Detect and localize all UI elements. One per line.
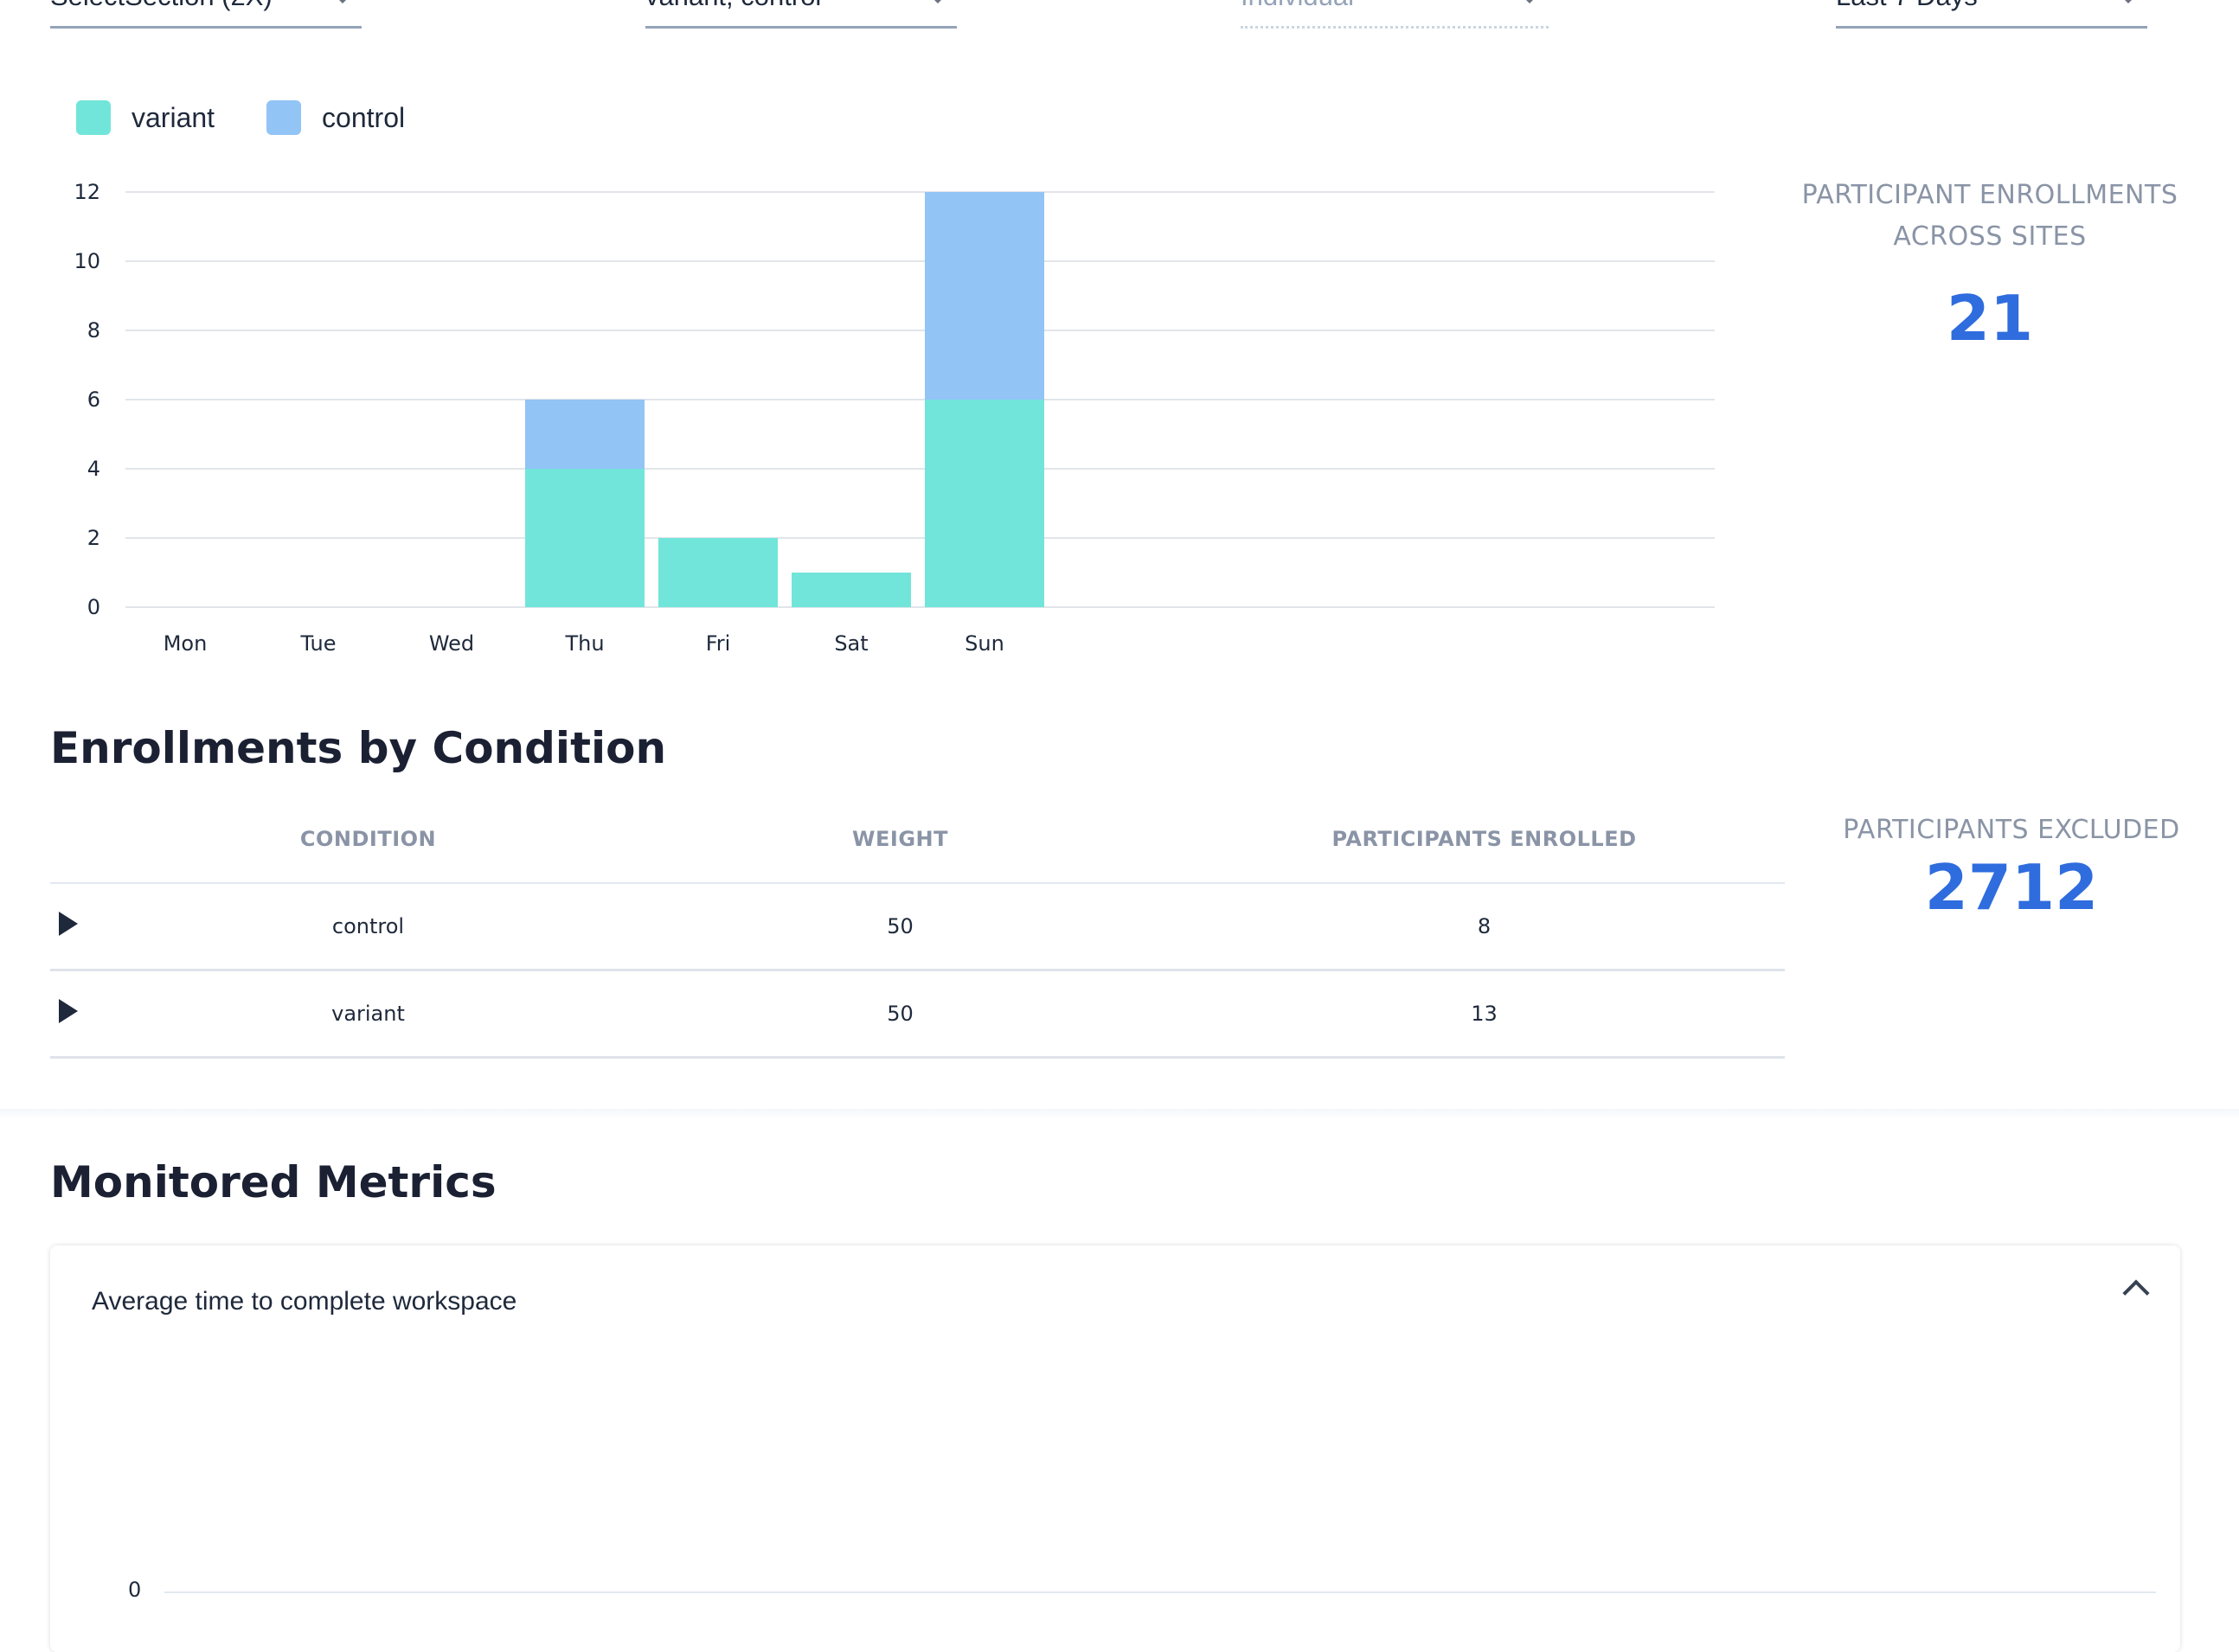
condition-cell: control (119, 883, 617, 971)
participant-enrollments-label-line1: PARTICIPANT ENROLLMENTS (1801, 180, 2178, 210)
x-tick-label: Fri (706, 631, 731, 656)
condition-select-value: variant, control (645, 0, 821, 12)
participant-enrollments-label-line2: ACROSS SITES (1893, 221, 2087, 252)
weight-cell: 50 (617, 970, 1184, 1059)
x-tick-label: Mon (164, 631, 208, 656)
expand-column-header (50, 796, 119, 884)
conditions-table: CONDITION WEIGHT PARTICIPANTS ENROLLED c… (50, 796, 1785, 1059)
section-divider (0, 1109, 2239, 1119)
enrollments-bar-chart: 0 2 4 6 8 10 12 Mon Tue Wed Thu Fri Sat Sun (74, 180, 1715, 656)
y-tick-label: 8 (87, 318, 100, 343)
bar-variant (792, 573, 911, 607)
condition-cell: variant (119, 970, 617, 1059)
metric-axis-line (164, 1591, 2156, 1593)
enrollments-by-condition-title: Enrollments by Condition (50, 723, 667, 773)
metric-y-tick: 0 (128, 1578, 142, 1602)
y-tick-label: 4 (87, 457, 100, 481)
legend-swatch-control (266, 100, 302, 135)
date-range-select-value: Last 7 Days (1836, 0, 1978, 12)
participant-enrollments-label: PARTICIPANT ENROLLMENTS ACROSS SITES (1765, 175, 2215, 258)
expand-triangle-icon (59, 912, 78, 936)
participants-excluded-value: 2712 (1924, 851, 2099, 924)
monitored-metrics-title: Monitored Metrics (50, 1157, 497, 1207)
chart-legend: variant control (76, 100, 457, 135)
y-tick-label: 2 (87, 526, 100, 550)
legend-item-control[interactable]: control (266, 100, 405, 135)
segment-select[interactable]: SelectSection (2X) (50, 0, 362, 29)
x-tick-label: Wed (429, 631, 474, 656)
y-tick-label: 0 (87, 595, 100, 619)
bar-variant (925, 400, 1044, 607)
condition-column-header: CONDITION (119, 796, 617, 884)
condition-select[interactable]: variant, control (645, 0, 957, 29)
enrolled-cell: 8 (1184, 883, 1785, 971)
unit-select-value: Individual (1241, 0, 1354, 12)
metric-card-title: Average time to complete workspace (92, 1287, 517, 1316)
expand-triangle-icon (59, 999, 78, 1023)
chevron-down-icon (1523, 0, 1537, 3)
table-row: variant 50 13 (50, 970, 1785, 1059)
x-tick-label: Sun (965, 631, 1004, 656)
x-tick-label: Tue (300, 631, 337, 656)
x-tick-label: Thu (564, 631, 604, 656)
weight-cell: 50 (617, 883, 1184, 971)
bar-variant (525, 469, 645, 607)
legend-item-variant[interactable]: variant (76, 100, 215, 135)
chevron-up-icon[interactable] (2122, 1279, 2150, 1307)
y-tick-label: 12 (74, 180, 100, 204)
expand-row-button[interactable] (50, 883, 119, 971)
enrolled-cell: 13 (1184, 970, 1785, 1059)
date-range-select[interactable]: Last 7 Days (1836, 0, 2147, 29)
table-header-row: CONDITION WEIGHT PARTICIPANTS ENROLLED (50, 796, 1785, 884)
enrolled-column-header: PARTICIPANTS ENROLLED (1184, 796, 1785, 884)
metric-card: Average time to complete workspace 0 (50, 1245, 2180, 1652)
bar-control (525, 400, 645, 469)
y-tick-label: 10 (74, 249, 100, 273)
participants-excluded-label: PARTICIPANTS EXCLUDED (1843, 815, 2180, 845)
bar-control (925, 192, 1044, 400)
legend-label-control: control (322, 101, 406, 133)
chevron-down-icon (336, 0, 350, 3)
unit-select: Individual (1241, 0, 1549, 29)
x-tick-label: Sat (834, 631, 868, 656)
expand-row-button[interactable] (50, 970, 119, 1059)
chevron-down-icon (931, 0, 945, 3)
legend-swatch-variant (76, 100, 111, 135)
table-row: control 50 8 (50, 883, 1785, 971)
participant-enrollments-value: 21 (1946, 282, 2034, 355)
y-tick-label: 6 (87, 387, 100, 412)
weight-column-header: WEIGHT (617, 796, 1184, 884)
bar-variant (658, 538, 778, 607)
chevron-down-icon (2121, 0, 2135, 3)
segment-select-value: SelectSection (2X) (50, 0, 273, 12)
legend-label-variant: variant (132, 101, 215, 133)
